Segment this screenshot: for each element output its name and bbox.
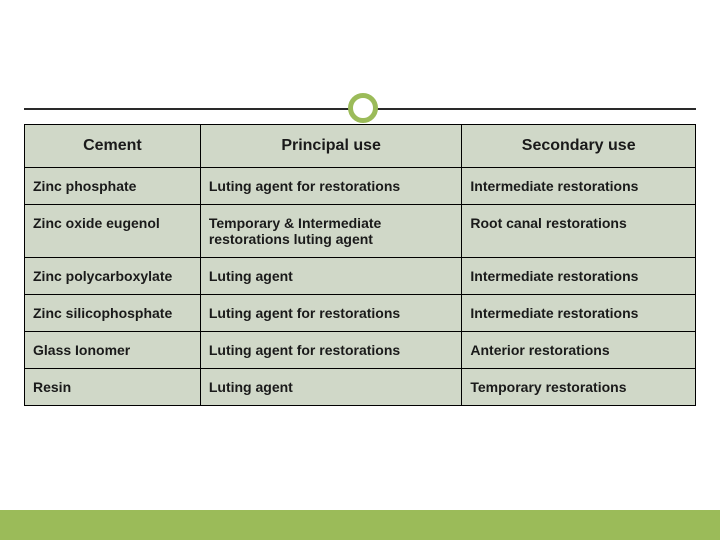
ring-icon [348, 93, 378, 123]
table-row: Glass Ionomer Luting agent for restorati… [25, 332, 696, 369]
cell-principal: Luting agent [200, 258, 462, 295]
cell-principal: Luting agent for restorations [200, 168, 462, 205]
bottom-accent-bar [0, 510, 720, 540]
cell-secondary: Intermediate restorations [462, 295, 696, 332]
cell-principal: Luting agent [200, 369, 462, 406]
cell-cement: Zinc oxide eugenol [25, 205, 201, 258]
cell-secondary: Intermediate restorations [462, 168, 696, 205]
cell-principal: Luting agent for restorations [200, 295, 462, 332]
table-row: Zinc phosphate Luting agent for restorat… [25, 168, 696, 205]
cell-cement: Glass Ionomer [25, 332, 201, 369]
cell-cement: Resin [25, 369, 201, 406]
col-header-cement: Cement [25, 125, 201, 168]
cell-principal: Luting agent for restorations [200, 332, 462, 369]
table-row: Zinc silicophosphate Luting agent for re… [25, 295, 696, 332]
cell-secondary: Intermediate restorations [462, 258, 696, 295]
col-header-principal: Principal use [200, 125, 462, 168]
cement-uses-table: Cement Principal use Secondary use Zinc … [24, 124, 696, 406]
col-header-secondary: Secondary use [462, 125, 696, 168]
cell-cement: Zinc phosphate [25, 168, 201, 205]
table-row: Zinc oxide eugenol Temporary & Intermedi… [25, 205, 696, 258]
cell-principal: Temporary & Intermediate restorations lu… [200, 205, 462, 258]
cell-cement: Zinc silicophosphate [25, 295, 201, 332]
table-row: Zinc polycarboxylate Luting agent Interm… [25, 258, 696, 295]
table-header-row: Cement Principal use Secondary use [25, 125, 696, 168]
cell-secondary: Temporary restorations [462, 369, 696, 406]
cell-secondary: Anterior restorations [462, 332, 696, 369]
cell-secondary: Root canal restorations [462, 205, 696, 258]
cell-cement: Zinc polycarboxylate [25, 258, 201, 295]
table-row: Resin Luting agent Temporary restoration… [25, 369, 696, 406]
